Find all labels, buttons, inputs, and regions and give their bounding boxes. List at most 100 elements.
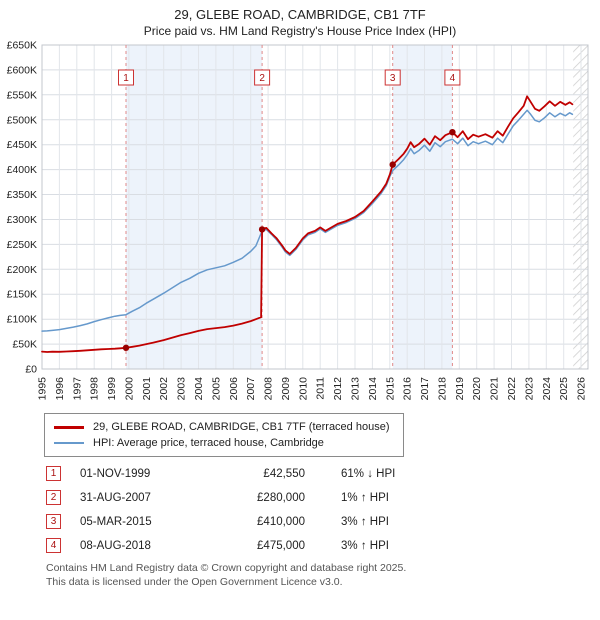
sale-point-2 <box>258 226 266 233</box>
page-subtitle: Price paid vs. HM Land Registry's House … <box>143 24 457 38</box>
sale-marker-number: 1 <box>123 73 129 84</box>
sales-table: 1 01-NOV-1999 £42,550 61% ↓ HPI 2 31-AUG… <box>46 466 600 553</box>
x-axis-label: 1997 <box>71 377 83 401</box>
legend-row-property: 29, GLEBE ROAD, CAMBRIDGE, CB1 7TF (terr… <box>54 419 394 435</box>
x-axis-label: 2005 <box>210 377 222 401</box>
sale-date: 05-MAR-2015 <box>80 515 152 528</box>
ownership-band <box>392 45 453 369</box>
x-axis-label: 2009 <box>280 377 292 401</box>
x-axis-label: 2001 <box>141 377 153 401</box>
sale-point-1 <box>122 344 130 351</box>
x-axis-label: 2021 <box>489 377 501 401</box>
y-axis-label: £0 <box>25 364 37 376</box>
x-axis-label: 2017 <box>419 377 431 401</box>
sale-hpi-delta: 61% ↓ HPI <box>341 467 396 480</box>
legend-swatch-hpi <box>54 442 84 444</box>
x-axis-label: 2015 <box>384 377 396 401</box>
x-axis-label: 2020 <box>471 377 483 401</box>
sale-point-4 <box>449 129 456 136</box>
sale-marker-4: 4 <box>444 69 461 86</box>
plot-border <box>41 44 589 370</box>
x-axis-label: 1996 <box>54 377 66 401</box>
y-axis-label: £250K <box>7 239 37 251</box>
sale-marker-2: 2 <box>254 69 271 86</box>
legend-swatch-property <box>54 425 84 429</box>
x-axis-label: 1995 <box>37 377 49 401</box>
x-axis-label: 2007 <box>245 377 257 401</box>
sale-price: £280,000 <box>257 491 305 504</box>
sale-marker-number: 2 <box>259 73 265 84</box>
sale-price: £475,000 <box>257 539 305 552</box>
x-axis-label: 2011 <box>315 377 327 400</box>
sale-number-badge: 4 <box>46 538 61 553</box>
sale-marker-box <box>384 69 401 86</box>
sale-row-2: 2 31-AUG-2007 £280,000 1% ↑ HPI <box>46 490 600 505</box>
y-axis-label: £200K <box>7 264 37 276</box>
price-chart: £0 £50K £100K £150K £200K £250K £300K £350K £400… <box>7 40 589 401</box>
x-axis-label: 2004 <box>193 377 205 401</box>
x-axis-label: 2013 <box>350 377 362 401</box>
x-axis-label: 2002 <box>158 377 170 401</box>
x-axis-label: 2025 <box>558 377 570 401</box>
y-axis-label: £650K <box>7 40 37 52</box>
chart-legend: 29, GLEBE ROAD, CAMBRIDGE, CB1 7TF (terr… <box>44 413 404 457</box>
ownership-band <box>126 45 263 369</box>
sale-number-badge: 1 <box>46 466 61 481</box>
x-axis-label: 2022 <box>506 377 518 401</box>
x-axis-label: 2003 <box>176 377 188 401</box>
x-axis-label: 2000 <box>123 377 135 401</box>
y-axis-label: £350K <box>7 189 37 201</box>
y-axis-label: £600K <box>7 64 37 76</box>
x-axis-label: 2019 <box>454 377 466 401</box>
x-axis-label: 2024 <box>541 377 553 401</box>
sale-hpi-delta: 1% ↑ HPI <box>341 491 389 504</box>
y-axis-label: £50K <box>12 339 37 351</box>
y-axis-label: £450K <box>7 139 37 151</box>
sale-row-1: 1 01-NOV-1999 £42,550 61% ↓ HPI <box>46 466 600 481</box>
sale-number-badge: 3 <box>46 514 61 529</box>
x-axis-label: 2016 <box>402 377 414 401</box>
x-axis-label: 2010 <box>297 377 309 401</box>
sale-price: £42,550 <box>263 467 305 480</box>
legend-label-hpi: HPI: Average price, terraced house, Camb… <box>93 437 324 449</box>
y-axis-label: £100K <box>7 314 37 326</box>
sale-marker-3: 3 <box>384 69 401 86</box>
y-axis-label: £400K <box>7 164 37 176</box>
sale-marker-box <box>254 69 271 86</box>
x-axis-label: 2012 <box>332 377 344 401</box>
sale-point-3 <box>389 161 396 168</box>
x-axis-label: 2006 <box>228 377 240 401</box>
sale-marker-number: 4 <box>450 73 456 84</box>
x-axis-label: 2014 <box>367 377 379 401</box>
series-hpi <box>41 109 574 332</box>
sale-hpi-delta: 3% ↑ HPI <box>341 539 389 552</box>
x-axis-label: 2018 <box>436 377 448 401</box>
sale-marker-1: 1 <box>118 69 134 86</box>
y-axis-label: £300K <box>7 214 37 226</box>
sale-date: 31-AUG-2007 <box>80 491 151 504</box>
x-axis-label: 2026 <box>576 377 588 401</box>
sale-marker-box <box>118 69 134 86</box>
license-line-1: Contains HM Land Registry data © Crown c… <box>46 562 407 574</box>
legend-row-hpi: HPI: Average price, terraced house, Camb… <box>54 435 394 451</box>
license-line-2: This data is licensed under the Open Gov… <box>46 575 343 588</box>
y-axis-label: £550K <box>7 89 37 101</box>
sale-row-4: 4 08-AUG-2018 £475,000 3% ↑ HPI <box>46 538 600 553</box>
y-axis-label: £150K <box>7 289 37 301</box>
series-price-paid <box>41 95 574 353</box>
y-axis-label: £500K <box>7 114 37 126</box>
sale-marker-box <box>444 69 461 86</box>
x-axis-label: 1999 <box>106 377 118 401</box>
sale-date: 08-AUG-2018 <box>80 539 151 552</box>
x-axis-label: 1998 <box>89 377 101 401</box>
chart-header: 29, GLEBE ROAD, CAMBRIDGE, CB1 7TF Price… <box>0 0 600 39</box>
sale-row-3: 3 05-MAR-2015 £410,000 3% ↑ HPI <box>46 514 600 529</box>
page-title: 29, GLEBE ROAD, CAMBRIDGE, CB1 7TF <box>174 7 426 22</box>
sale-price: £410,000 <box>257 515 305 528</box>
x-axis-label: 2023 <box>523 377 535 401</box>
sale-marker-number: 3 <box>390 73 396 84</box>
sale-hpi-delta: 3% ↑ HPI <box>341 515 389 528</box>
x-axis-label: 2008 <box>263 377 275 401</box>
legend-label-property: 29, GLEBE ROAD, CAMBRIDGE, CB1 7TF (terr… <box>93 421 390 433</box>
sale-number-badge: 2 <box>46 490 61 505</box>
